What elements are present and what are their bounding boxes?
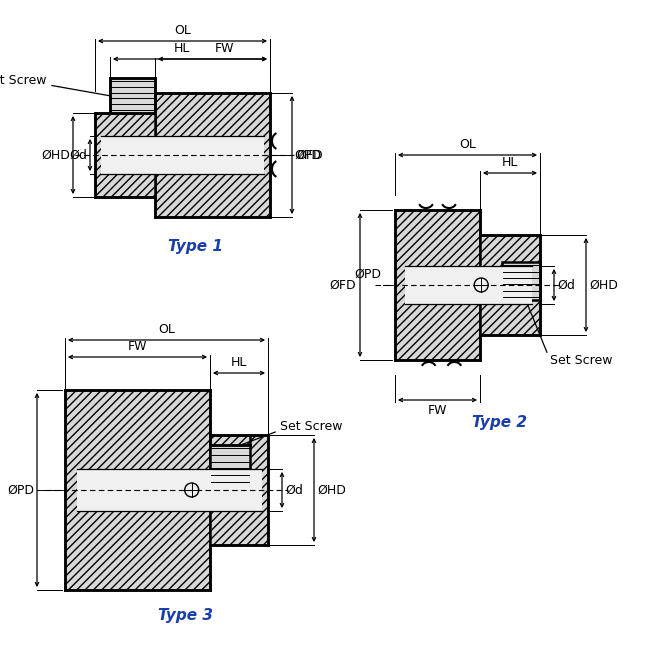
Bar (210, 445, 250, 485)
Text: OL: OL (158, 323, 175, 336)
Bar (502, 262, 540, 300)
Text: FW: FW (128, 340, 147, 353)
Text: Type 3: Type 3 (157, 608, 212, 623)
Bar (395, 210, 480, 360)
Text: FW: FW (215, 42, 234, 55)
Bar (77, 469, 262, 511)
Text: ØFD: ØFD (330, 279, 356, 291)
Text: HL: HL (502, 156, 518, 169)
Bar (110, 78, 155, 113)
Text: Type 2: Type 2 (472, 415, 527, 430)
Text: ØHD: ØHD (589, 279, 618, 291)
Bar (480, 235, 540, 335)
Text: Ød: Ød (557, 279, 575, 291)
Bar (405, 266, 532, 304)
Text: HL: HL (174, 42, 190, 55)
Text: HL: HL (230, 356, 247, 369)
Text: ØHD: ØHD (41, 149, 70, 161)
Text: ØPD: ØPD (294, 149, 321, 161)
Text: Ød: Ød (69, 149, 87, 161)
Bar (65, 390, 210, 590)
Text: ØPD: ØPD (354, 268, 381, 281)
Text: ØFD: ØFD (296, 149, 323, 161)
Text: Ød: Ød (285, 484, 303, 496)
Text: FW: FW (427, 404, 448, 417)
Bar (95, 113, 155, 197)
Text: Set Screw: Set Screw (0, 74, 47, 88)
Text: Set Screw: Set Screw (280, 421, 342, 433)
Text: OL: OL (174, 24, 191, 37)
Text: Type 1: Type 1 (168, 239, 222, 254)
Text: OL: OL (459, 138, 476, 151)
Bar (101, 136, 264, 174)
Text: ØHD: ØHD (317, 484, 346, 496)
Bar (210, 435, 268, 545)
Text: Set Screw: Set Screw (550, 354, 612, 366)
Bar (155, 93, 270, 217)
Text: ØPD: ØPD (7, 484, 34, 496)
